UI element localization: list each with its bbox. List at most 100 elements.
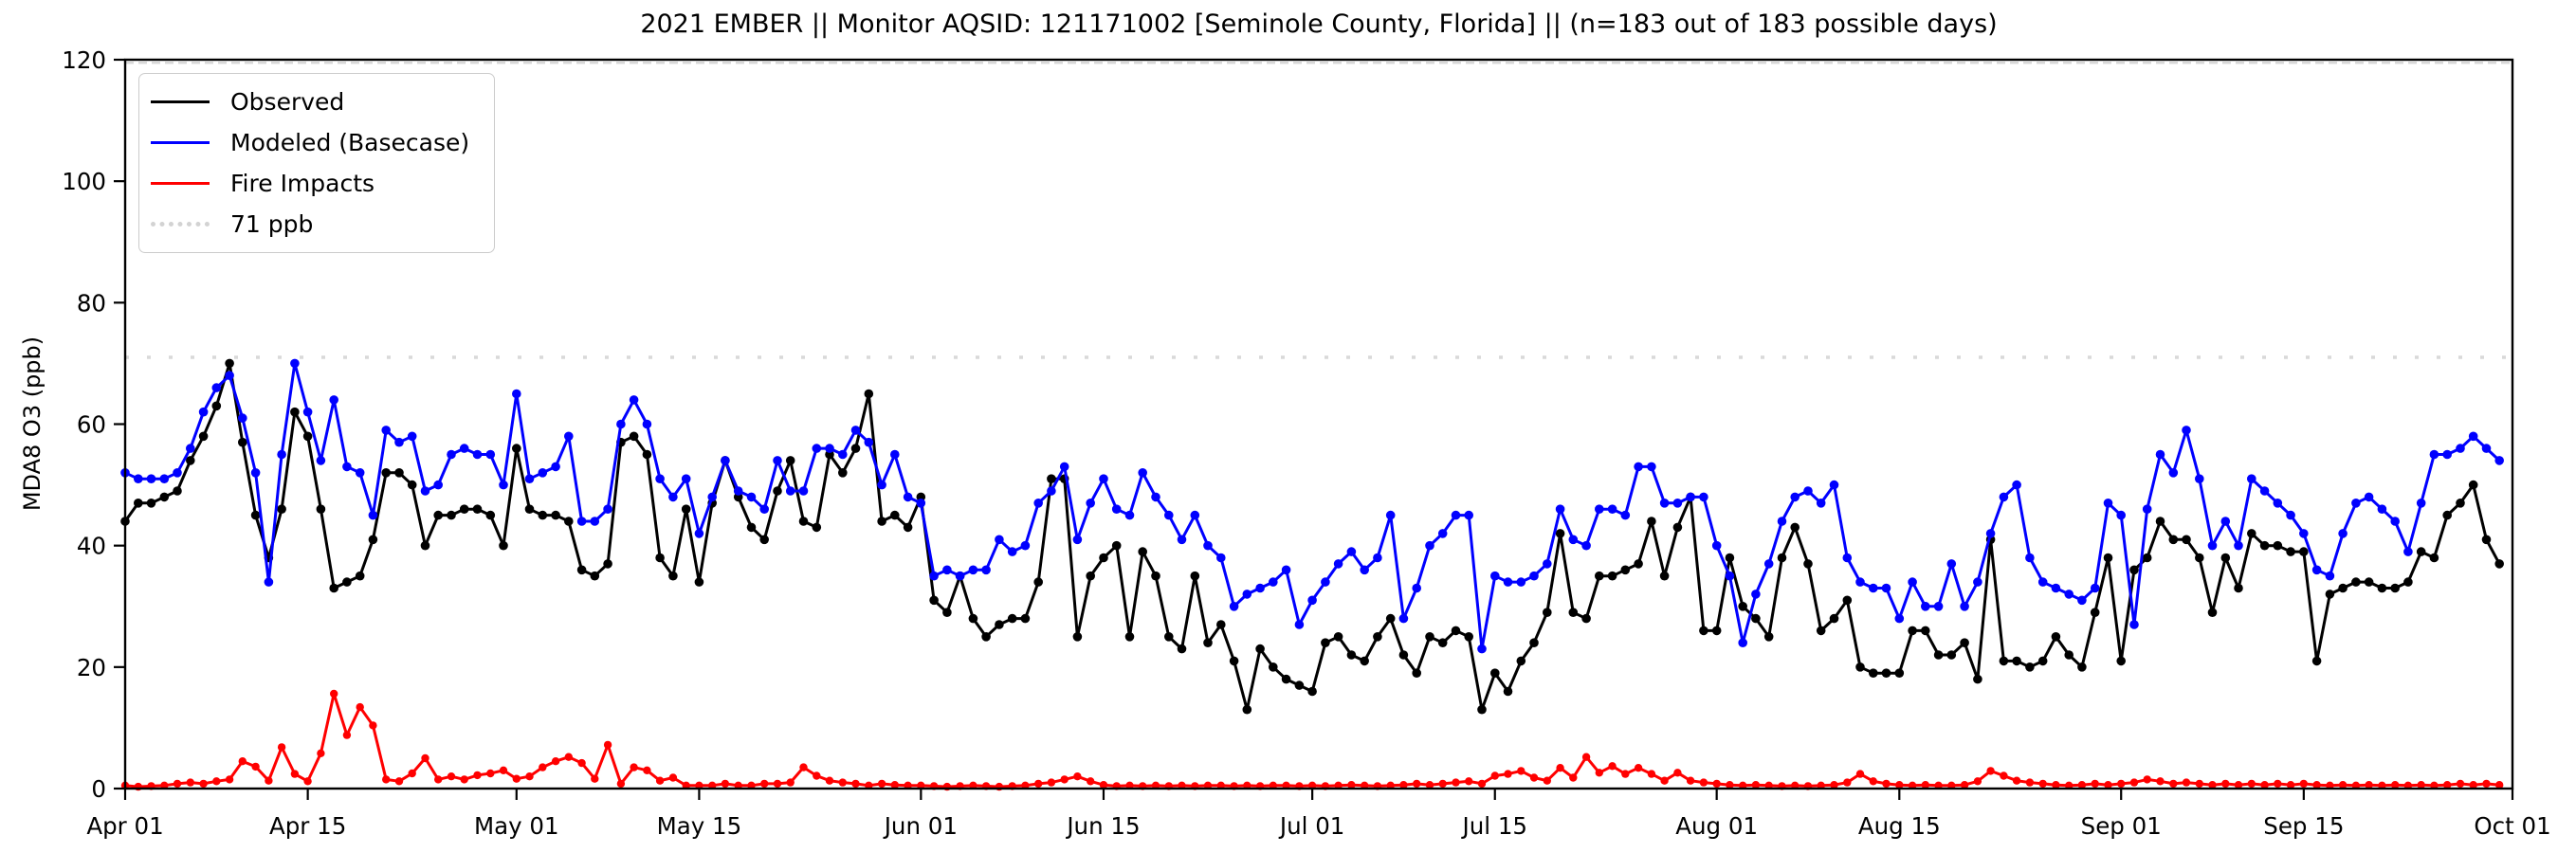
data-point	[486, 769, 495, 778]
data-point	[2234, 781, 2243, 789]
data-point	[1908, 577, 1917, 587]
data-point	[199, 779, 208, 789]
data-point	[1842, 595, 1853, 606]
data-point	[2142, 504, 2152, 514]
data-point	[2168, 468, 2179, 478]
data-point	[2012, 656, 2021, 666]
data-point	[1881, 668, 1891, 678]
data-point	[890, 781, 899, 789]
data-point	[1568, 535, 1579, 545]
data-point	[1111, 540, 1122, 551]
data-point	[1294, 681, 1305, 690]
data-point	[1465, 777, 1473, 786]
data-point	[1099, 474, 1108, 484]
data-point	[2052, 781, 2060, 789]
data-point	[330, 689, 338, 699]
data-point	[721, 456, 730, 465]
data-point	[2403, 577, 2413, 587]
data-point	[1842, 553, 1853, 563]
legend-entry-observed: Observed	[151, 82, 469, 122]
data-point	[564, 431, 574, 442]
data-point	[2416, 499, 2426, 508]
data-point	[2000, 771, 2008, 780]
data-point	[1086, 571, 1095, 581]
data-point	[317, 749, 325, 757]
data-point	[2390, 517, 2400, 526]
legend-label: Fire Impacts	[230, 170, 375, 197]
data-point	[1726, 781, 1734, 789]
data-point	[1621, 770, 1630, 778]
data-point	[2416, 547, 2426, 556]
x-tick-label: May 15	[657, 812, 742, 840]
data-point	[642, 419, 652, 429]
data-point	[1763, 632, 1774, 642]
data-point	[1477, 644, 1487, 654]
data-point	[773, 456, 782, 465]
data-point	[2247, 529, 2256, 538]
data-point	[616, 419, 626, 429]
data-point	[590, 571, 600, 581]
data-point	[1177, 644, 1187, 654]
data-point	[1933, 602, 1944, 611]
data-point	[707, 492, 717, 502]
data-point	[1412, 583, 1421, 593]
data-point	[1124, 510, 1135, 520]
data-point	[773, 486, 782, 496]
data-point	[1829, 613, 1839, 624]
data-point	[1333, 559, 1343, 569]
data-point	[459, 444, 469, 453]
data-point	[2259, 486, 2270, 496]
data-point	[1985, 529, 1996, 538]
data-point	[1830, 781, 1838, 789]
data-point	[603, 559, 612, 569]
data-point	[512, 774, 521, 783]
data-point	[890, 449, 900, 460]
data-point	[538, 468, 548, 478]
data-point	[629, 431, 639, 442]
data-point	[1595, 571, 1604, 581]
data-point	[368, 535, 378, 545]
data-point	[238, 413, 247, 423]
data-point	[459, 504, 469, 514]
data-point	[1216, 620, 1226, 629]
data-point	[1882, 779, 1891, 789]
data-point	[1321, 577, 1330, 587]
y-tick-label: 20	[77, 654, 106, 681]
data-point	[1620, 510, 1631, 520]
data-point	[2481, 535, 2492, 545]
data-point	[146, 474, 156, 484]
data-point	[1881, 583, 1891, 593]
legend-line-sample	[151, 100, 210, 103]
data-point	[1373, 553, 1382, 563]
data-point	[265, 776, 273, 785]
x-tick-label: May 01	[474, 812, 559, 840]
data-point	[1413, 779, 1421, 789]
data-point	[1869, 583, 1878, 593]
data-point	[2182, 535, 2191, 545]
data-point	[407, 480, 417, 490]
data-point	[434, 775, 443, 784]
data-point	[1686, 776, 1695, 785]
data-point	[1711, 540, 1722, 551]
data-point	[2456, 779, 2465, 789]
data-point	[1895, 781, 1904, 789]
data-point	[1412, 668, 1421, 678]
data-point	[277, 743, 286, 752]
data-point	[447, 449, 456, 460]
data-point	[942, 608, 952, 617]
data-point	[2077, 595, 2087, 606]
data-point	[329, 583, 339, 593]
data-point	[825, 444, 834, 453]
data-point	[2155, 517, 2165, 526]
data-point	[838, 468, 848, 478]
data-point	[355, 571, 365, 581]
data-point	[2025, 553, 2035, 563]
data-point	[1047, 778, 1056, 787]
data-point	[538, 510, 548, 520]
data-point	[1490, 571, 1500, 581]
data-point	[539, 763, 547, 771]
data-point	[1346, 650, 1357, 660]
data-point	[2182, 778, 2191, 787]
data-point	[173, 486, 182, 496]
data-point	[995, 620, 1004, 629]
